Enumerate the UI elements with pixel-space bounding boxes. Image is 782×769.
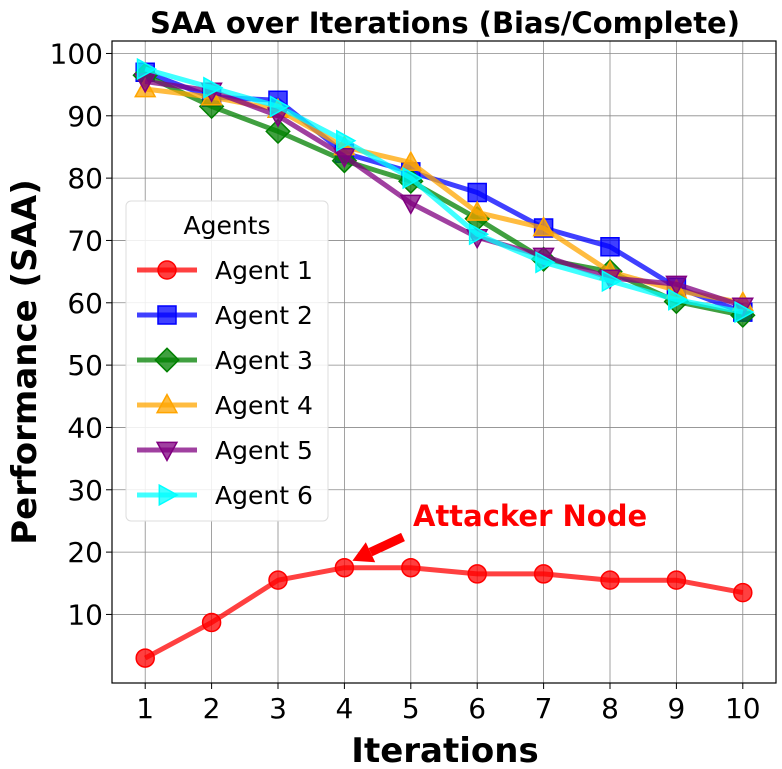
chart-title: SAA over Iterations (Bias/Complete) bbox=[150, 6, 740, 40]
data-point bbox=[399, 194, 422, 215]
data-point bbox=[734, 300, 755, 324]
legend-item-agent-5: Agent 5 bbox=[137, 436, 313, 465]
legend-item-agent-1: Agent 1 bbox=[137, 256, 313, 285]
legend-item-agent-4: Agent 4 bbox=[137, 391, 313, 420]
data-point bbox=[532, 216, 555, 237]
x-tick-label: 5 bbox=[402, 692, 420, 725]
legend-box bbox=[125, 200, 329, 522]
data-point bbox=[399, 150, 422, 171]
data-point bbox=[467, 564, 487, 584]
x-tick-label: 8 bbox=[601, 692, 619, 725]
y-tick-label: 30 bbox=[67, 474, 103, 507]
legend-item-agent-2: Agent 2 bbox=[137, 301, 313, 330]
legend-marker bbox=[154, 347, 180, 373]
legend-item-agent-6: Agent 6 bbox=[137, 481, 313, 510]
data-point bbox=[402, 166, 423, 190]
legend: Agents Agent 1 Agent 2 Agent 3 Agent 4 Agent… bbox=[125, 200, 329, 522]
y-axis-label: Performance (SAA) bbox=[5, 179, 45, 544]
legend-label: Agent 4 bbox=[215, 391, 313, 420]
data-point bbox=[269, 95, 290, 118]
y-tick-label: 100 bbox=[50, 37, 103, 70]
legend-marker bbox=[155, 441, 179, 462]
y-tick-label: 60 bbox=[67, 287, 103, 320]
plot-frame bbox=[111, 40, 777, 684]
data-point bbox=[535, 251, 556, 274]
data-point bbox=[268, 570, 288, 590]
series-line bbox=[144, 73, 744, 318]
attacker-annotation: Attacker Node bbox=[352, 499, 647, 563]
data-point bbox=[333, 147, 356, 169]
data-point bbox=[135, 648, 155, 668]
annotation-arrow-shaft bbox=[368, 532, 405, 557]
legend-marker bbox=[158, 483, 179, 507]
series-layer bbox=[132, 57, 756, 668]
x-tick-label: 9 bbox=[667, 692, 685, 725]
data-point bbox=[733, 582, 753, 603]
series-line bbox=[144, 79, 744, 309]
data-point bbox=[466, 200, 489, 221]
legend-label: Agent 1 bbox=[215, 256, 313, 285]
x-tick-label: 7 bbox=[535, 692, 553, 725]
data-point bbox=[668, 288, 689, 311]
data-point bbox=[401, 557, 421, 578]
legend-marker bbox=[157, 305, 177, 325]
legend-label: Agent 3 bbox=[215, 346, 313, 375]
data-point bbox=[336, 129, 357, 152]
tick-labels: 1 2 3 4 5 6 7 8 9 10 10 20 30 40 50 60 70 80 90 100 bbox=[50, 37, 761, 725]
y-tick-label: 20 bbox=[67, 536, 103, 569]
data-point bbox=[600, 236, 620, 257]
x-tick-label: 1 bbox=[136, 692, 154, 725]
series-agent-6 bbox=[136, 57, 755, 324]
y-tick-label: 80 bbox=[67, 162, 103, 195]
data-point bbox=[600, 570, 620, 590]
annotation-label: Attacker Node bbox=[413, 499, 647, 533]
data-point bbox=[601, 269, 622, 293]
legend-title: Agents bbox=[183, 211, 270, 240]
x-tick-label: 6 bbox=[468, 692, 486, 725]
x-tick-label: 3 bbox=[269, 692, 287, 725]
series-line bbox=[144, 565, 744, 661]
data-point bbox=[665, 275, 688, 296]
legend-item-agent-3: Agent 3 bbox=[137, 346, 313, 375]
data-point bbox=[468, 223, 490, 246]
y-tick-label: 90 bbox=[67, 100, 103, 133]
x-axis-label: Iterations bbox=[351, 731, 538, 769]
series-line bbox=[144, 66, 744, 315]
annotation-arrow-head bbox=[352, 542, 376, 563]
data-point bbox=[203, 76, 224, 99]
data-point bbox=[265, 118, 291, 145]
legend-marker bbox=[155, 393, 179, 414]
legend-marker bbox=[157, 260, 177, 280]
y-tick-label: 40 bbox=[67, 411, 103, 444]
y-tick-label: 10 bbox=[67, 598, 103, 631]
x-tick-label: 2 bbox=[203, 692, 221, 725]
y-tick-label: 70 bbox=[67, 224, 103, 257]
y-tick-label: 50 bbox=[67, 349, 103, 382]
data-point bbox=[467, 182, 487, 203]
legend-label: Agent 6 bbox=[215, 481, 313, 510]
series-agent-1 bbox=[135, 557, 753, 668]
legend-label: Agent 5 bbox=[215, 436, 313, 465]
x-tick-label: 10 bbox=[725, 692, 761, 725]
data-point bbox=[666, 570, 687, 590]
x-tick-label: 4 bbox=[335, 692, 353, 725]
data-point bbox=[201, 612, 222, 633]
data-point bbox=[533, 564, 554, 584]
data-point bbox=[334, 557, 355, 578]
legend-label: Agent 2 bbox=[215, 301, 313, 330]
data-point bbox=[136, 57, 158, 81]
